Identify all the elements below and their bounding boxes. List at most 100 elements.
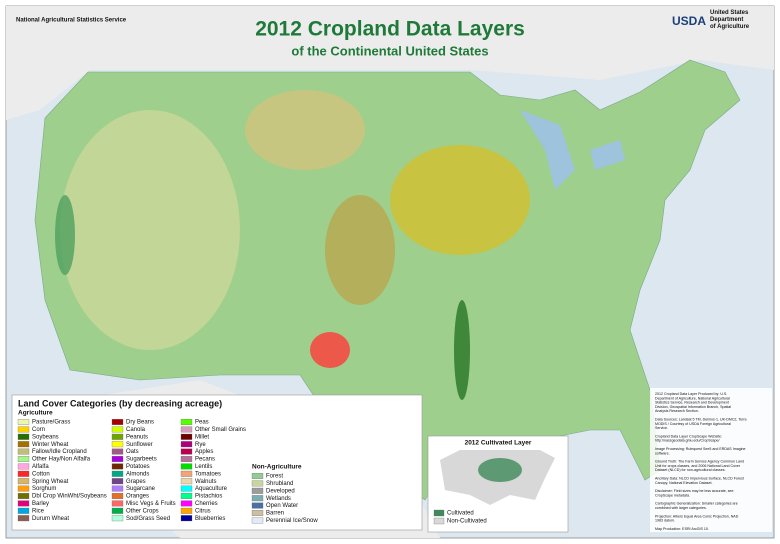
- legend-swatch: [17, 478, 30, 485]
- note: Projection: Albers Equal Area Conic Proj…: [655, 514, 739, 522]
- west-shrubland: [60, 110, 240, 350]
- legend-label: Millet: [195, 434, 209, 440]
- legend-swatch: [251, 517, 264, 524]
- legend-swatch: [17, 433, 30, 440]
- inset-label: Non-Cultivated: [447, 519, 487, 525]
- legend-swatch: [180, 485, 193, 492]
- legend-label: Forest: [266, 474, 283, 480]
- legend-swatch: [111, 456, 124, 462]
- legend-swatch: [111, 485, 124, 492]
- legend-label: Sod/Grass Seed: [126, 516, 170, 522]
- note: Ancillary Data: NLCD Impervious Surface,…: [655, 476, 744, 484]
- northern-plains: [245, 90, 365, 170]
- legend-label: Perennial Ice/Snow: [266, 518, 318, 524]
- legend-label: Oranges: [126, 494, 149, 500]
- legend-label: Almonds: [126, 471, 149, 477]
- legend-label: Durum Wheat: [32, 516, 69, 522]
- legend-swatch: [180, 426, 193, 433]
- legend-label: Potatoes: [126, 464, 150, 470]
- legend-swatch: [17, 426, 30, 433]
- legend-swatch: [17, 470, 30, 477]
- legend-swatch: [180, 448, 193, 455]
- department: United States Department of Agriculture: [710, 10, 750, 30]
- note: Cropland Data Layer CropScape Website: ht…: [655, 434, 722, 442]
- legend-label: Apples: [195, 449, 213, 455]
- legend-label: Alfalfa: [32, 464, 49, 470]
- inset-label: Cultivated: [447, 511, 474, 517]
- legend-swatch: [111, 419, 124, 425]
- legend-label: Rye: [195, 442, 206, 448]
- usda-logo: USDA: [672, 14, 706, 28]
- great-lakes: [520, 110, 575, 190]
- legend-swatch: [17, 507, 30, 514]
- legend-label: Sorghum: [32, 486, 56, 492]
- legend-swatch: [111, 470, 124, 477]
- legend-swatch: [17, 500, 30, 507]
- legend-swatch: [180, 456, 193, 462]
- legend-swatch: [111, 463, 124, 470]
- notes-box: [650, 388, 772, 532]
- note: 2012 Cropland Data Layer Produced by: U.…: [655, 392, 731, 413]
- legend-swatch: [180, 419, 193, 425]
- legend-swatch: [251, 487, 264, 494]
- inset-swatch: [433, 509, 445, 517]
- legend-swatch: [17, 485, 30, 492]
- legend-swatch: [180, 470, 193, 477]
- legend-label: Blueberries: [195, 516, 225, 522]
- legend-swatch: [111, 515, 124, 522]
- legend-label: Pecans: [195, 457, 215, 463]
- legend-swatch: [251, 495, 264, 502]
- central-valley: [55, 195, 75, 275]
- legend-label: Rice: [32, 508, 45, 514]
- legend-label: Open Water: [266, 503, 298, 509]
- note: Map Production: ESRI ArcGIS 10.: [655, 527, 709, 531]
- legend-label: Developed: [266, 488, 295, 494]
- legend-label: Tomatoes: [195, 471, 221, 477]
- legend-label: Sugarbeets: [126, 457, 157, 463]
- note: Ground Truth: The Farm Service Agency Co…: [655, 460, 744, 473]
- legend-swatch: [111, 500, 124, 507]
- legend-swatch: [17, 515, 30, 522]
- legend-label: Other Small Grains: [195, 427, 246, 433]
- note: Image Processing: Rulequest See5 and ERD…: [655, 447, 746, 455]
- legend-label: Peas: [195, 420, 209, 426]
- legend-label: Cherries: [195, 501, 218, 507]
- legend-swatch: [17, 441, 30, 448]
- legend-swatch: [180, 515, 193, 522]
- legend-label: Fallow/Idle Cropland: [32, 449, 87, 455]
- legend-label: Walnuts: [195, 479, 216, 485]
- legend-swatch: [111, 426, 124, 433]
- legend-swatch: [180, 441, 193, 448]
- legend-label: Other Crops: [126, 508, 159, 514]
- legend-swatch: [17, 463, 30, 470]
- legend-label: Spring Wheat: [32, 479, 69, 485]
- legend-label: Sugarcane: [126, 486, 156, 492]
- legend-box: [11, 394, 423, 531]
- legend-swatch: [251, 473, 264, 479]
- legend-swatch: [111, 433, 124, 440]
- legend-label: Pasture/Grass: [32, 420, 70, 426]
- legend-label: Misc Vegs & Fruits: [126, 501, 176, 507]
- lake-erie: [590, 140, 625, 170]
- legend-swatch: [180, 478, 193, 485]
- legend-label: Winter Wheat: [32, 442, 69, 448]
- legend-heading: Non-Agriculture: [252, 464, 302, 471]
- note: Data Sources: Landsat 5 TM, Deimos-1, UK…: [655, 417, 747, 430]
- inset-swatch: [433, 517, 445, 525]
- legend-swatch: [17, 493, 30, 499]
- legend-label: Shrubland: [266, 481, 293, 487]
- canada: [6, 6, 774, 120]
- legend-label: Sunflower: [126, 442, 153, 448]
- legend-swatch: [180, 463, 193, 470]
- legend-swatch: [111, 493, 124, 499]
- legend-title: Land Cover Categories (by decreasing acr…: [18, 398, 222, 408]
- legend-label: Dry Beans: [126, 420, 154, 426]
- legend-swatch: [251, 480, 264, 487]
- legend-label: Other Hay/Non Alfalfa: [32, 457, 91, 463]
- legend-label: Peanuts: [126, 434, 148, 440]
- legend-swatch: [251, 510, 264, 516]
- legend-label: Oats: [126, 449, 139, 455]
- legend-swatch: [180, 433, 193, 440]
- legend-label: Lentils: [195, 464, 212, 470]
